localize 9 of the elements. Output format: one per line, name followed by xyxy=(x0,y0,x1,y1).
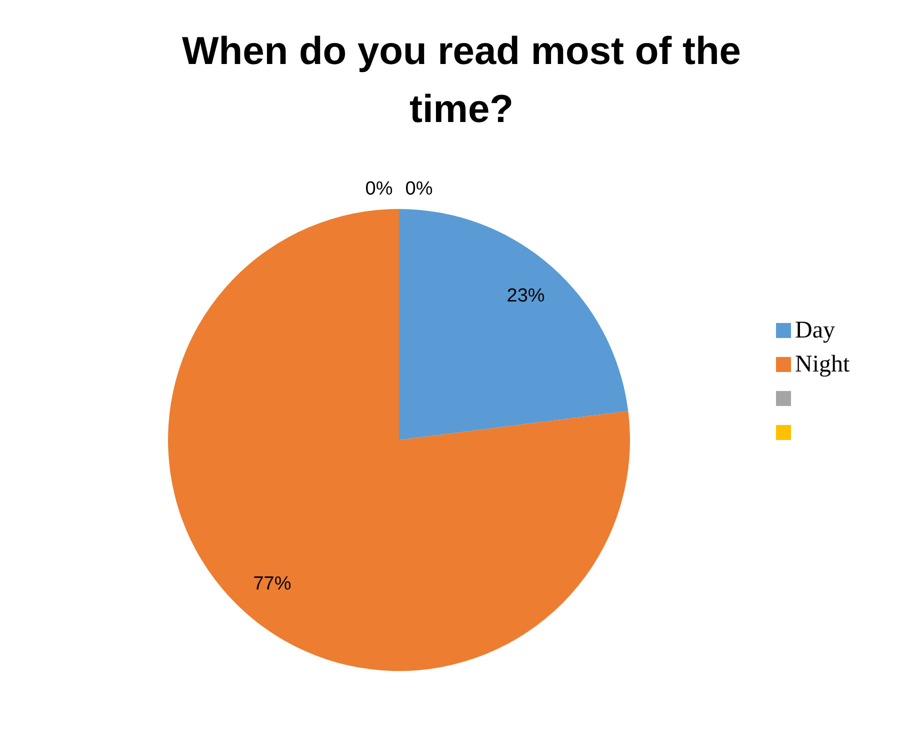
text: 0% xyxy=(365,178,393,200)
chart-title: When do you read most of the time? xyxy=(180,29,742,133)
data-label: 77% xyxy=(253,573,292,594)
pie-slice xyxy=(168,209,630,671)
legend-label: Day xyxy=(795,317,835,344)
text: 0% xyxy=(405,178,433,200)
data-label: 23% xyxy=(506,286,545,307)
pie-slice xyxy=(399,209,628,440)
legend-label: Night xyxy=(795,351,850,378)
